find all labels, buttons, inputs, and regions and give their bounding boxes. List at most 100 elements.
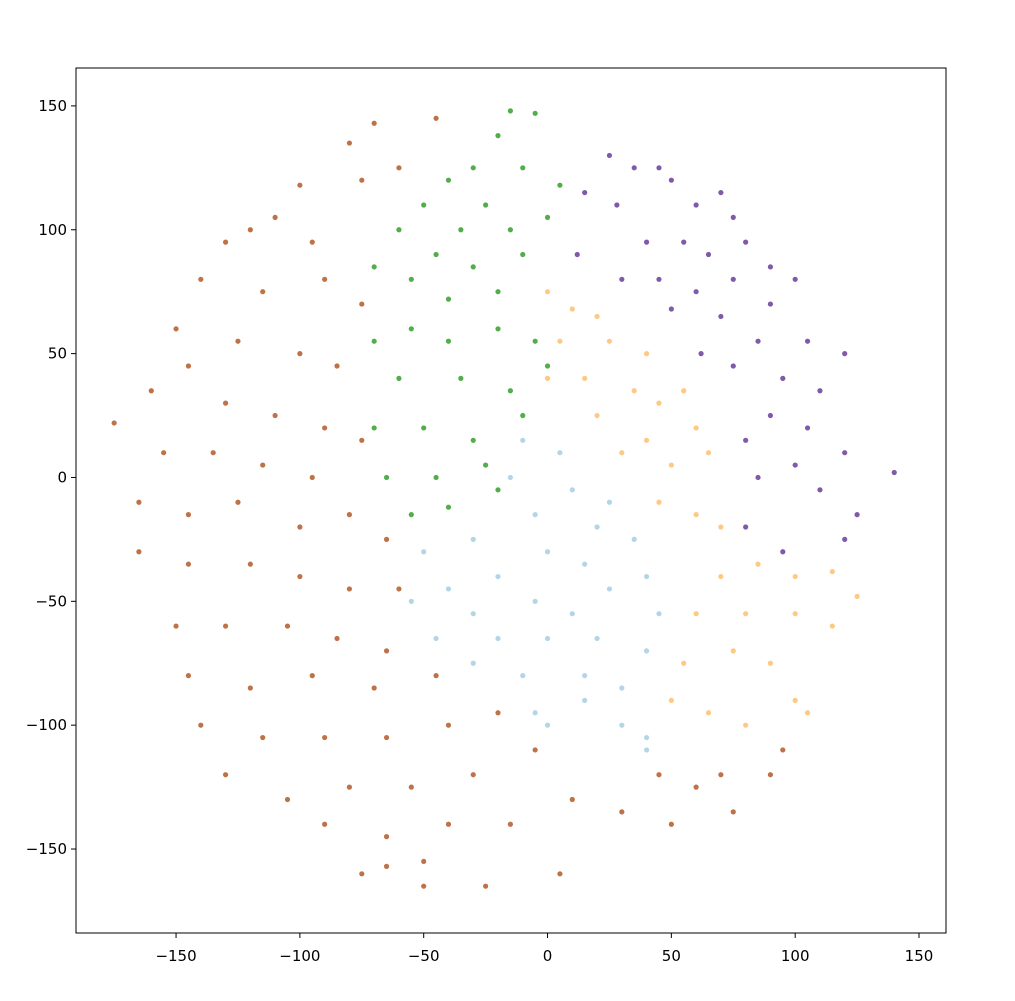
point: [582, 561, 588, 567]
x-tick-label: −150: [155, 947, 196, 965]
point: [693, 611, 699, 617]
x-tick-label: 50: [662, 947, 681, 965]
point: [495, 635, 501, 642]
point: [854, 593, 860, 599]
point: [569, 796, 575, 803]
point: [421, 858, 427, 865]
point: [396, 227, 402, 233]
point: [136, 499, 142, 505]
point: [495, 133, 501, 139]
point: [681, 388, 687, 394]
point: [111, 420, 117, 426]
point: [247, 227, 253, 233]
point: [383, 648, 390, 654]
point: [792, 276, 798, 282]
point: [643, 734, 650, 741]
point: [396, 586, 402, 592]
point: [185, 512, 192, 518]
point: [222, 772, 229, 778]
point: [557, 871, 563, 877]
point: [582, 189, 588, 196]
point: [421, 883, 427, 889]
point: [544, 214, 551, 220]
point: [445, 296, 452, 302]
point: [309, 239, 315, 245]
point: [507, 227, 513, 233]
point: [396, 165, 402, 171]
point: [656, 165, 662, 171]
point: [359, 177, 365, 183]
point: [614, 202, 620, 208]
point: [743, 524, 749, 530]
point: [544, 375, 551, 381]
point: [574, 251, 580, 258]
point: [743, 239, 749, 245]
point: [483, 202, 489, 208]
point: [718, 573, 724, 580]
point: [656, 499, 662, 505]
point: [780, 549, 786, 555]
point: [260, 462, 266, 468]
point: [445, 504, 452, 510]
point: [383, 834, 390, 840]
point: [346, 784, 353, 790]
point: [173, 326, 179, 332]
point: [582, 697, 588, 704]
point: [668, 821, 674, 827]
point: [780, 375, 786, 381]
point: [161, 450, 167, 456]
point: [334, 635, 340, 642]
point: [569, 611, 575, 617]
point: [408, 326, 414, 332]
point: [185, 673, 192, 679]
point: [569, 487, 575, 493]
point: [396, 375, 402, 381]
point: [421, 549, 427, 555]
point: [705, 710, 712, 716]
point: [643, 648, 650, 654]
point: [433, 635, 439, 642]
point: [842, 450, 848, 456]
x-tick-label: −50: [408, 947, 440, 965]
point: [297, 573, 303, 580]
point: [594, 524, 600, 530]
y-tick-label: −100: [26, 716, 67, 734]
point: [619, 809, 625, 815]
point: [371, 425, 377, 431]
point: [656, 400, 662, 406]
point: [681, 660, 687, 666]
point: [136, 549, 142, 555]
point: [829, 623, 835, 629]
point: [693, 425, 699, 431]
point: [322, 276, 328, 282]
point: [606, 586, 613, 592]
point: [804, 425, 811, 431]
point: [532, 512, 538, 518]
point: [445, 338, 452, 344]
point: [594, 313, 600, 320]
point: [817, 487, 823, 493]
point: [408, 784, 414, 790]
point: [383, 536, 390, 542]
point: [185, 561, 192, 567]
point: [842, 351, 848, 357]
point: [631, 165, 637, 171]
point: [743, 722, 749, 728]
point: [891, 469, 897, 476]
point: [297, 351, 303, 357]
point: [594, 635, 600, 642]
point: [767, 412, 774, 419]
point: [544, 722, 551, 728]
point: [198, 276, 204, 282]
point: [668, 306, 674, 312]
point: [631, 536, 637, 542]
point: [569, 306, 575, 312]
point: [284, 796, 291, 803]
y-tick-label: 100: [38, 221, 67, 239]
point: [656, 276, 662, 282]
point: [520, 165, 526, 171]
point: [247, 685, 253, 691]
point: [544, 635, 551, 642]
point: [445, 586, 452, 592]
point: [631, 388, 637, 394]
